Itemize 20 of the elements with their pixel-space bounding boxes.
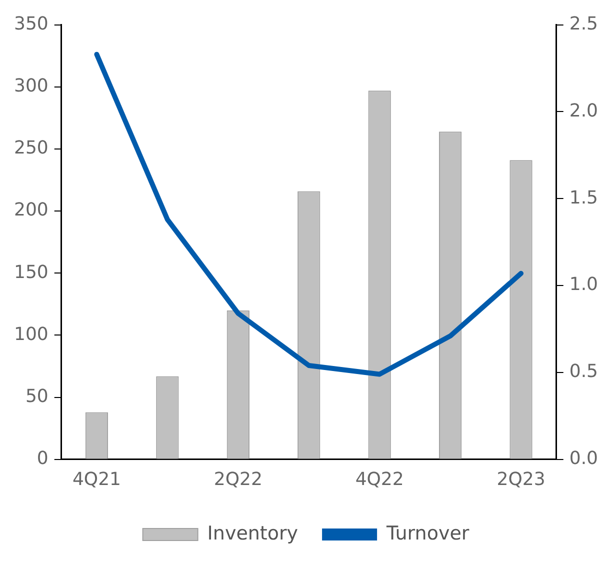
x-tick-label: 2Q23 [496,468,546,490]
y2-tick-label: 1.0 [569,274,598,296]
y-tick-label: 50 [25,386,48,407]
y2-tick-label: 1.5 [569,187,598,208]
y-tick-label: 300 [14,76,48,97]
y2-tick-label: 2.0 [569,100,598,122]
y-tick-label: 250 [14,138,48,159]
y2-tick-label: 0.5 [569,361,598,382]
y-tick-label: 0 [36,448,48,470]
x-tick-label: 4Q22 [355,468,404,490]
y-tick-label: 350 [14,13,48,34]
x-tick-label: 4Q21 [72,468,121,490]
y-tick-label: 150 [14,262,48,283]
y-tick-label: 200 [14,200,48,221]
x-tick-label: 2Q22 [214,468,262,490]
y2-tick-label: 2.5 [569,13,598,34]
y2-tick-label: 0.0 [569,448,598,470]
legend-label: Inventory [207,522,298,544]
y-tick-label: 100 [14,324,48,345]
legend-label: Turnover [386,522,470,544]
